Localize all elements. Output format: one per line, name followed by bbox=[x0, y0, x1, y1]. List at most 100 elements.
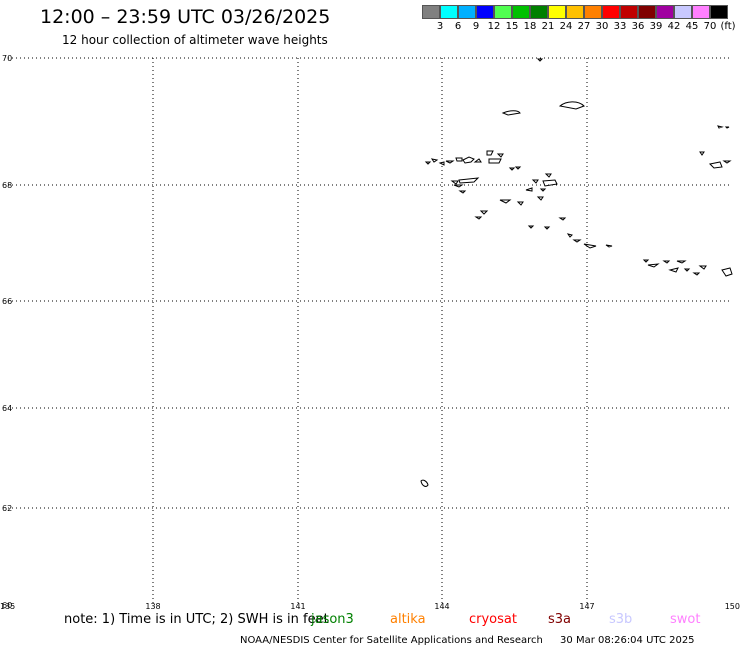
coast-shape bbox=[724, 126, 730, 129]
legend-swatch bbox=[674, 5, 692, 19]
coast-shape bbox=[453, 184, 464, 188]
lon-tick-label: 150 bbox=[725, 602, 740, 611]
lat-tick-label: 70 bbox=[2, 54, 12, 63]
coast-shape bbox=[544, 173, 552, 178]
coast-shape bbox=[566, 233, 573, 238]
legend-label: 18 bbox=[523, 21, 537, 32]
legend-swatch bbox=[584, 5, 602, 19]
coast-shape bbox=[717, 125, 724, 129]
latitude-labels: 70 68 66 64 62 60 bbox=[2, 54, 12, 610]
coast-shape bbox=[583, 243, 597, 249]
lat-tick-label: 68 bbox=[2, 181, 12, 190]
legend-swatch bbox=[620, 5, 638, 19]
coast-shape bbox=[692, 272, 701, 276]
legend-label: 36 bbox=[631, 21, 645, 32]
satellite-label-cryosat: cryosat bbox=[469, 612, 517, 627]
legend-swatch bbox=[566, 5, 584, 19]
coast-shape bbox=[542, 179, 558, 187]
map-subtitle: 12 hour collection of altimeter wave hei… bbox=[62, 33, 328, 47]
coastline bbox=[420, 58, 733, 487]
coast-shape bbox=[458, 190, 467, 194]
legend-swatch bbox=[422, 5, 440, 19]
coast-shape bbox=[458, 177, 480, 184]
coast-shape bbox=[642, 259, 650, 263]
satellite-label-swot: swot bbox=[670, 612, 701, 627]
satellite-label-jason3: jason3 bbox=[311, 612, 354, 627]
coast-shape bbox=[527, 225, 535, 229]
coast-shape bbox=[508, 167, 516, 171]
coast-shape bbox=[488, 158, 502, 164]
legend-swatches bbox=[422, 5, 740, 19]
legend-swatch bbox=[494, 5, 512, 19]
coast-shape bbox=[501, 110, 521, 116]
coast-shape bbox=[479, 210, 489, 215]
lat-tick-label: 62 bbox=[2, 504, 12, 513]
legend-label: 6 bbox=[454, 21, 462, 32]
legend-labels: 3 6 9 12 15 18 21 24 27 30 33 36 39 42 45 70 (ft) bbox=[422, 19, 740, 32]
legend-swatch bbox=[476, 5, 494, 19]
coast-shape bbox=[668, 267, 679, 273]
footer-credit: NOAA/NESDIS Center for Satellite Applica… bbox=[240, 635, 543, 646]
legend-swatch bbox=[548, 5, 566, 19]
coast-shape bbox=[539, 188, 547, 192]
legend-swatch bbox=[602, 5, 620, 19]
map-grid bbox=[8, 57, 732, 605]
satellite-label-s3b: s3b bbox=[609, 612, 633, 627]
coast-shape bbox=[558, 101, 585, 110]
legend-label: 27 bbox=[577, 21, 591, 32]
coast-shape bbox=[683, 268, 691, 272]
coast-shape bbox=[722, 160, 732, 164]
coast-shape bbox=[430, 158, 439, 163]
coast-shape bbox=[536, 196, 544, 201]
satellite-label-s3a: s3a bbox=[548, 612, 572, 627]
legend-label: 3 bbox=[436, 21, 444, 32]
coast-shape bbox=[676, 260, 687, 264]
legend-label: 42 bbox=[667, 21, 681, 32]
satellite-label-altika: altika bbox=[390, 612, 426, 627]
legend-swatch bbox=[530, 5, 548, 19]
longitude-labels: 135 138 141 144 147 150 bbox=[0, 602, 740, 611]
legend-swatch bbox=[692, 5, 710, 19]
coast-shape bbox=[438, 161, 445, 166]
legend-label: 24 bbox=[559, 21, 573, 32]
legend-label: 45 bbox=[685, 21, 699, 32]
legend-swatch bbox=[638, 5, 656, 19]
coast-shape bbox=[647, 263, 660, 268]
coast-shape bbox=[531, 179, 539, 184]
coast-shape bbox=[525, 187, 533, 192]
coast-shape bbox=[558, 217, 567, 221]
lon-tick-label: 135 bbox=[0, 602, 15, 611]
coast-shape bbox=[420, 479, 429, 487]
lon-tick-label: 144 bbox=[434, 602, 449, 611]
color-legend: 3 6 9 12 15 18 21 24 27 30 33 36 39 42 45 70 (ft) bbox=[422, 5, 740, 32]
coast-shape bbox=[516, 201, 524, 206]
legend-label: 12 bbox=[487, 21, 501, 32]
legend-swatch bbox=[440, 5, 458, 19]
lat-tick-label: 66 bbox=[2, 297, 12, 306]
legend-label: 21 bbox=[541, 21, 555, 32]
coast-shape bbox=[424, 161, 432, 165]
coast-shape bbox=[721, 267, 733, 277]
legend-label: 33 bbox=[613, 21, 627, 32]
legend-label: 70 bbox=[703, 21, 717, 32]
legend-swatch bbox=[656, 5, 674, 19]
coast-shape bbox=[474, 216, 483, 220]
map-title: 12:00 – 23:59 UTC 03/26/2025 bbox=[40, 6, 331, 28]
lon-tick-label: 147 bbox=[579, 602, 594, 611]
footer-timestamp: 30 Mar 08:26:04 UTC 2025 bbox=[560, 635, 695, 646]
coast-shape bbox=[455, 157, 463, 162]
coast-shape bbox=[462, 156, 475, 164]
coast-shape bbox=[536, 58, 544, 62]
coast-shape bbox=[445, 160, 455, 164]
coast-shape bbox=[486, 150, 494, 156]
coast-shape bbox=[473, 158, 482, 163]
legend-label: 30 bbox=[595, 21, 609, 32]
lon-tick-label: 141 bbox=[290, 602, 305, 611]
coast-shape bbox=[543, 226, 551, 230]
legend-label: 39 bbox=[649, 21, 663, 32]
legend-swatch bbox=[710, 5, 728, 19]
coast-shape bbox=[662, 260, 671, 264]
legend-label: 9 bbox=[472, 21, 480, 32]
